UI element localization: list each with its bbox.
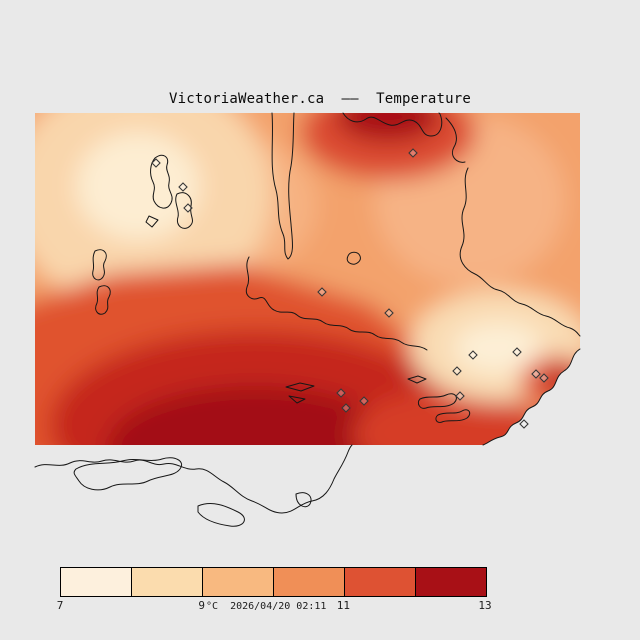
station-marker-2	[183, 203, 193, 213]
station-marker-5	[384, 308, 394, 318]
colorbar-segment-5	[416, 568, 486, 596]
coastlines	[92, 112, 581, 423]
no-data-region	[482, 348, 581, 446]
inlet-coastline	[271, 112, 295, 260]
lake-outline	[73, 457, 182, 491]
rocks-island	[288, 395, 306, 404]
station-marker-9	[452, 366, 462, 376]
colorbar-segment-0	[61, 568, 132, 596]
colorbar-segment-3	[274, 568, 345, 596]
station-marker-7	[341, 403, 351, 413]
northwest-islet	[145, 215, 159, 228]
station-markers	[151, 148, 549, 429]
bay-island	[435, 409, 471, 423]
rocks-island	[285, 382, 315, 392]
station-marker-13	[539, 373, 549, 383]
station-marker-14	[519, 419, 529, 429]
northwest-island	[175, 192, 193, 229]
colorbar-segments	[61, 568, 486, 596]
station-marker-10	[468, 350, 478, 360]
station-marker-6	[336, 388, 346, 398]
station-marker-1	[178, 182, 188, 192]
coastline-path	[482, 348, 581, 446]
bay-islet	[407, 375, 427, 384]
station-marker-11	[512, 347, 522, 357]
east-coastline	[459, 167, 581, 337]
northeast-coastline	[445, 117, 466, 163]
station-marker-3	[408, 148, 418, 158]
south-islet	[295, 492, 312, 508]
station-marker-15	[455, 391, 465, 401]
south-blob	[197, 503, 245, 527]
north-coastline	[342, 112, 443, 137]
south-coastlines	[34, 444, 353, 527]
south-coastline	[245, 256, 428, 351]
station-marker-4	[317, 287, 327, 297]
peninsula-coastline	[34, 444, 353, 514]
units-datetime: °C 2026/04/20 02:11	[206, 601, 327, 612]
colorbar-segment-4	[345, 568, 416, 596]
station-marker-12	[531, 369, 541, 379]
station-marker-8	[359, 396, 369, 406]
small-island	[346, 251, 361, 265]
west-island	[92, 249, 107, 281]
northwest-island	[150, 154, 173, 209]
colorbar	[60, 567, 487, 597]
west-island	[95, 285, 111, 315]
station-marker-0	[151, 158, 161, 168]
colorbar-segment-2	[203, 568, 274, 596]
colorbar-segment-1	[132, 568, 203, 596]
plot-title: VictoriaWeather.ca –– Temperature	[168, 91, 471, 107]
temperature-field	[35, 113, 580, 445]
bay-island	[417, 393, 457, 409]
